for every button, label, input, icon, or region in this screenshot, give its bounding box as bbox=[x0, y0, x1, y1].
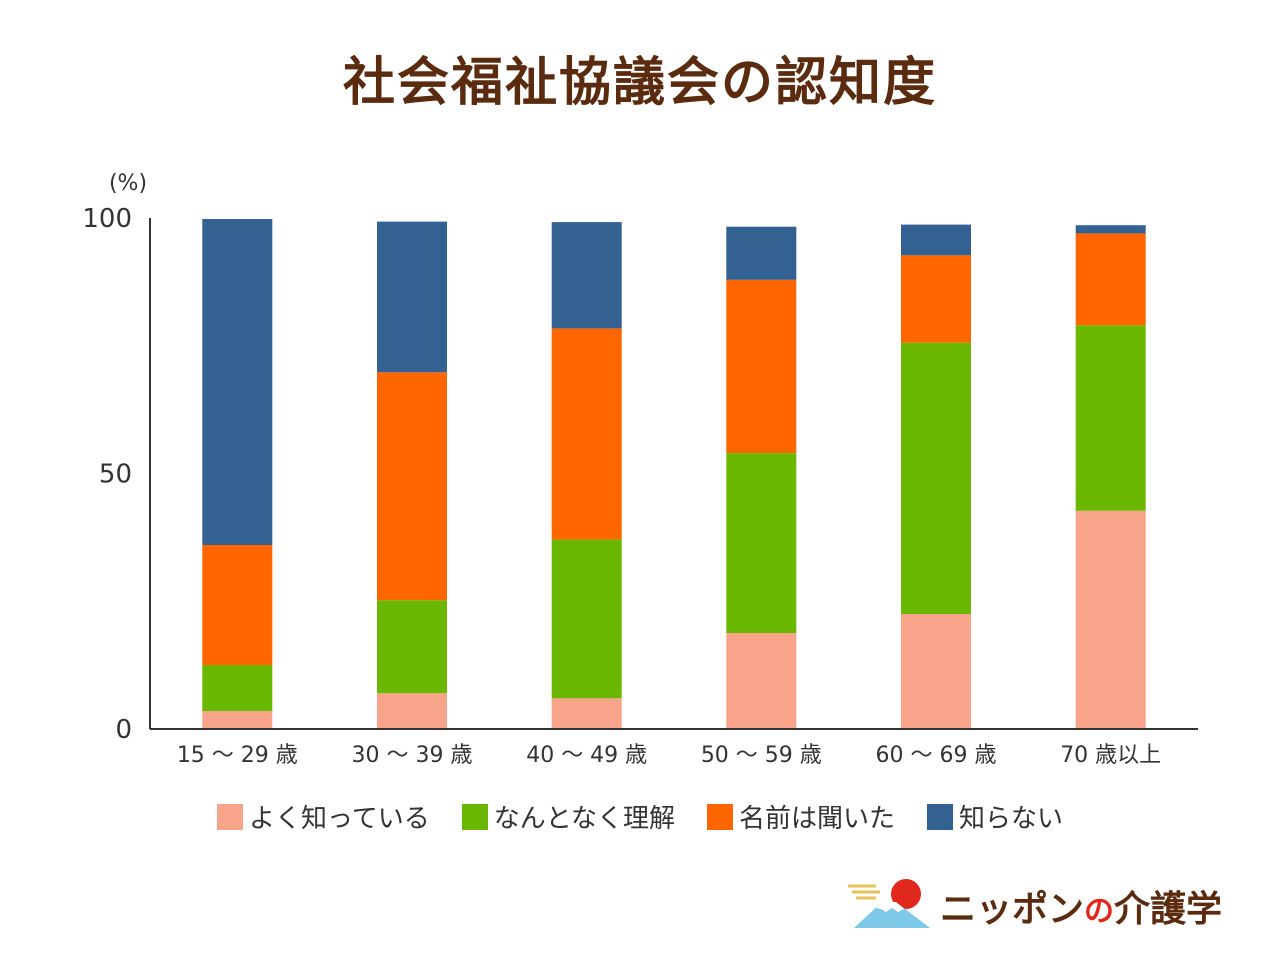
legend-swatch bbox=[461, 803, 488, 830]
bar-segment-6-series-3 bbox=[1075, 233, 1146, 326]
bar-segment-1-series-2 bbox=[202, 665, 273, 712]
legend-item: 名前は聞いた bbox=[706, 798, 895, 835]
bars-layer bbox=[202, 219, 1146, 729]
x-tick-label: 50 ～ 59 歳 bbox=[701, 743, 822, 768]
bar-segment-6-series-1 bbox=[1075, 510, 1146, 729]
bar-segment-4-series-4 bbox=[726, 226, 797, 280]
bar-segment-4-series-2 bbox=[726, 453, 797, 633]
y-tick-label: 0 bbox=[115, 715, 132, 745]
bar-segment-2-series-1 bbox=[377, 693, 447, 729]
legend-label: なんとなく理解 bbox=[493, 804, 675, 834]
bar-segment-5-series-3 bbox=[901, 255, 971, 343]
bar-segment-6-series-2 bbox=[1075, 325, 1146, 511]
bar-segment-2-series-4 bbox=[377, 221, 447, 373]
legend-item: なんとなく理解 bbox=[461, 798, 675, 835]
mount-fuji-sun-logo-icon bbox=[848, 879, 930, 928]
bar-segment-4-series-3 bbox=[726, 279, 797, 453]
bar-segment-2-series-3 bbox=[377, 372, 447, 601]
bar-segment-1-series-1 bbox=[202, 711, 273, 729]
brand-name: ニッポンの介護学 bbox=[940, 880, 1222, 932]
bar-segment-3-series-4 bbox=[551, 222, 622, 329]
bar-segment-3-series-3 bbox=[551, 328, 622, 540]
bar-segment-3-series-2 bbox=[551, 539, 622, 699]
bar-segment-1-series-3 bbox=[202, 545, 273, 666]
bar-segment-3-series-1 bbox=[551, 698, 622, 729]
bar-segment-2-series-2 bbox=[377, 600, 447, 694]
x-tick-label: 30 ～ 39 歳 bbox=[352, 743, 473, 768]
brand-name-part3: 介護学 bbox=[1114, 889, 1223, 930]
y-unit-label: (%) bbox=[109, 171, 147, 196]
legend-swatch bbox=[706, 803, 733, 830]
legend-swatch bbox=[926, 803, 953, 830]
x-category-labels: 15 ～ 29 歳 30 ～ 39 歳 40 ～ 49 歳 50 ～ 59 歳 60 ～… bbox=[177, 743, 1161, 768]
chart-title: 社会福祉協議会の認知度 bbox=[342, 53, 937, 113]
bar-segment-5-series-1 bbox=[901, 614, 971, 729]
x-tick-label: 40 ～ 49 歳 bbox=[526, 743, 647, 768]
x-tick-label: 15 ～ 29 歳 bbox=[177, 743, 298, 768]
y-tick-label: 100 bbox=[82, 204, 132, 234]
bar-segment-5-series-2 bbox=[901, 342, 971, 614]
legend-label: 名前は聞いた bbox=[738, 804, 895, 834]
y-tick-label: 50 bbox=[99, 460, 132, 490]
bar-segment-1-series-4 bbox=[202, 219, 273, 545]
brand-name-part1: ニッポン bbox=[940, 889, 1085, 930]
brand-logo: ニッポンの介護学 bbox=[846, 872, 1256, 932]
legend-item: よく知っている bbox=[217, 798, 430, 835]
brand-name-part2: の bbox=[1084, 894, 1115, 929]
legend-label: よく知っている bbox=[249, 804, 430, 834]
legend-label: 知らない bbox=[958, 804, 1063, 834]
y-tick-labels: 0 50 100 bbox=[82, 204, 132, 745]
legend-item: 知らない bbox=[926, 798, 1063, 835]
x-tick-label: 60 ～ 69 歳 bbox=[876, 743, 997, 768]
x-tick-label: 70 歳以上 bbox=[1060, 743, 1161, 768]
legend: よく知っている なんとなく理解 名前は聞いた 知らない bbox=[0, 798, 1280, 835]
legend-swatch bbox=[217, 803, 244, 830]
bar-segment-6-series-4 bbox=[1075, 225, 1146, 234]
bar-segment-4-series-1 bbox=[726, 632, 797, 729]
bar-segment-5-series-4 bbox=[901, 224, 971, 256]
